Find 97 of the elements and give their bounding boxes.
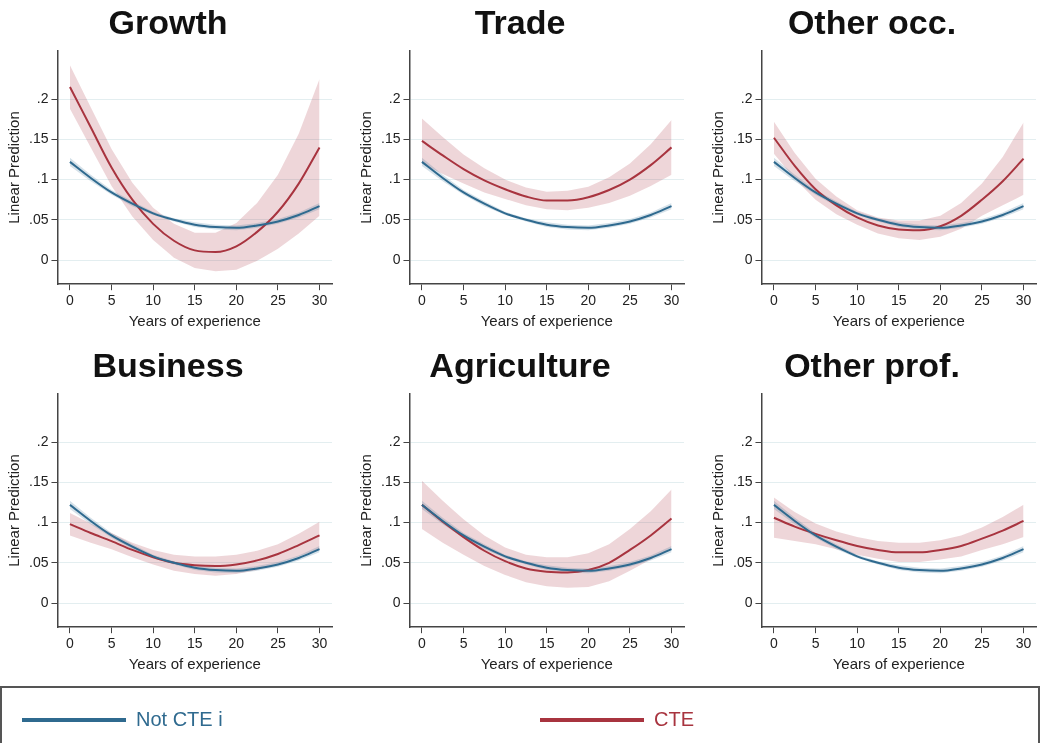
x-tick-label: 15	[186, 635, 203, 652]
y-tick-label: .1	[36, 513, 49, 530]
y-tick-label: .15	[28, 130, 49, 147]
y-axis-title: Linear Prediction	[709, 454, 727, 567]
line-series	[772, 516, 1025, 554]
x-axis-title: Years of experience	[480, 655, 613, 673]
y-tick-label: .05	[380, 210, 401, 227]
x-tick-label: 0	[770, 292, 779, 309]
y-tick-label: 0	[40, 593, 49, 610]
y-axis-title: Linear Prediction	[5, 111, 23, 224]
y-tick-label: .1	[36, 170, 49, 187]
line-series	[420, 139, 673, 202]
x-tick-label: 30	[311, 292, 328, 309]
x-tick-label: 15	[538, 292, 555, 309]
y-tick-label: 0	[392, 593, 401, 610]
y-tick-label: .15	[732, 130, 753, 147]
y-tick-label: .1	[388, 170, 401, 187]
x-tick-label: 15	[186, 292, 203, 309]
y-axis-title: Linear Prediction	[357, 111, 375, 224]
x-tick-label: 30	[311, 635, 328, 652]
y-tick-label: 0	[744, 593, 753, 610]
y-tick-label: .15	[380, 130, 401, 147]
x-tick-label: 20	[228, 292, 245, 309]
y-tick-label: 0	[40, 250, 49, 267]
x-tick-label: 0	[418, 292, 427, 309]
x-tick-label: 0	[66, 635, 75, 652]
chart-title: Business	[92, 345, 244, 384]
y-tick-label: .15	[380, 473, 401, 490]
y-tick-label: .2	[388, 89, 401, 106]
x-axis-title: Years of experience	[480, 312, 613, 330]
line-series	[68, 523, 321, 568]
chart-title: Trade	[474, 2, 566, 41]
x-tick-label: 25	[622, 292, 638, 309]
x-tick-label: 10	[497, 635, 514, 652]
text: Not CTE i	[136, 708, 223, 731]
y-tick-label: .2	[36, 89, 49, 106]
x-tick-label: 0	[418, 635, 427, 652]
x-axis-title: Years of experience	[832, 312, 965, 330]
y-tick-label: .2	[740, 89, 753, 106]
y-tick-label: .05	[732, 210, 753, 227]
x-tick-label: 10	[145, 635, 162, 652]
y-axis-title: Linear Prediction	[5, 454, 23, 567]
y-tick-label: .15	[28, 473, 49, 490]
line-series	[772, 136, 1025, 232]
y-tick-label: .15	[732, 473, 753, 490]
x-tick-label: 25	[974, 635, 990, 652]
x-tick-label: 10	[849, 292, 866, 309]
y-tick-label: .05	[380, 553, 401, 570]
x-tick-label: 5	[811, 292, 820, 309]
y-axis-title: Linear Prediction	[709, 111, 727, 224]
x-tick-label: 20	[580, 635, 597, 652]
y-tick-label: .05	[28, 553, 49, 570]
x-tick-label: 5	[459, 635, 468, 652]
x-axis-title: Years of experience	[128, 655, 261, 673]
y-tick-label: .1	[388, 513, 401, 530]
x-tick-label: 30	[663, 635, 680, 652]
y-tick-label: .1	[740, 513, 753, 530]
x-tick-label: 15	[890, 292, 907, 309]
x-tick-label: 25	[974, 292, 990, 309]
y-tick-label: .05	[732, 553, 753, 570]
text: CTE	[654, 708, 694, 731]
y-tick-label: 0	[392, 250, 401, 267]
y-tick-label: .2	[36, 432, 49, 449]
chart-title: Other prof.	[784, 345, 960, 384]
x-tick-label: 10	[849, 635, 866, 652]
y-tick-label: .1	[740, 170, 753, 187]
x-tick-label: 20	[228, 635, 245, 652]
y-tick-label: .05	[28, 210, 49, 227]
chart-title: Growth	[108, 2, 228, 41]
y-tick-label: .2	[740, 432, 753, 449]
x-tick-label: 10	[145, 292, 162, 309]
x-tick-label: 25	[270, 292, 286, 309]
y-tick-label: 0	[744, 250, 753, 267]
x-tick-label: 25	[622, 635, 638, 652]
y-tick-label: .2	[388, 432, 401, 449]
x-tick-label: 0	[770, 635, 779, 652]
x-axis-title: Years of experience	[128, 312, 261, 330]
x-tick-label: 5	[107, 635, 116, 652]
x-tick-label: 15	[538, 635, 555, 652]
x-tick-label: 20	[932, 635, 949, 652]
chart-title: Other occ.	[787, 2, 957, 41]
x-tick-label: 20	[580, 292, 597, 309]
x-tick-label: 30	[1015, 635, 1032, 652]
x-tick-label: 5	[811, 635, 820, 652]
x-tick-label: 25	[270, 635, 286, 652]
x-tick-label: 10	[497, 292, 514, 309]
line-series	[68, 86, 321, 254]
x-tick-label: 30	[663, 292, 680, 309]
x-axis-title: Years of experience	[832, 655, 965, 673]
x-tick-label: 30	[1015, 292, 1032, 309]
x-tick-label: 0	[66, 292, 75, 309]
x-tick-label: 20	[932, 292, 949, 309]
x-tick-label: 5	[459, 292, 468, 309]
x-tick-label: 5	[107, 292, 116, 309]
y-axis-title: Linear Prediction	[357, 454, 375, 567]
chart-title: Agriculture	[429, 345, 611, 384]
x-tick-label: 15	[890, 635, 907, 652]
